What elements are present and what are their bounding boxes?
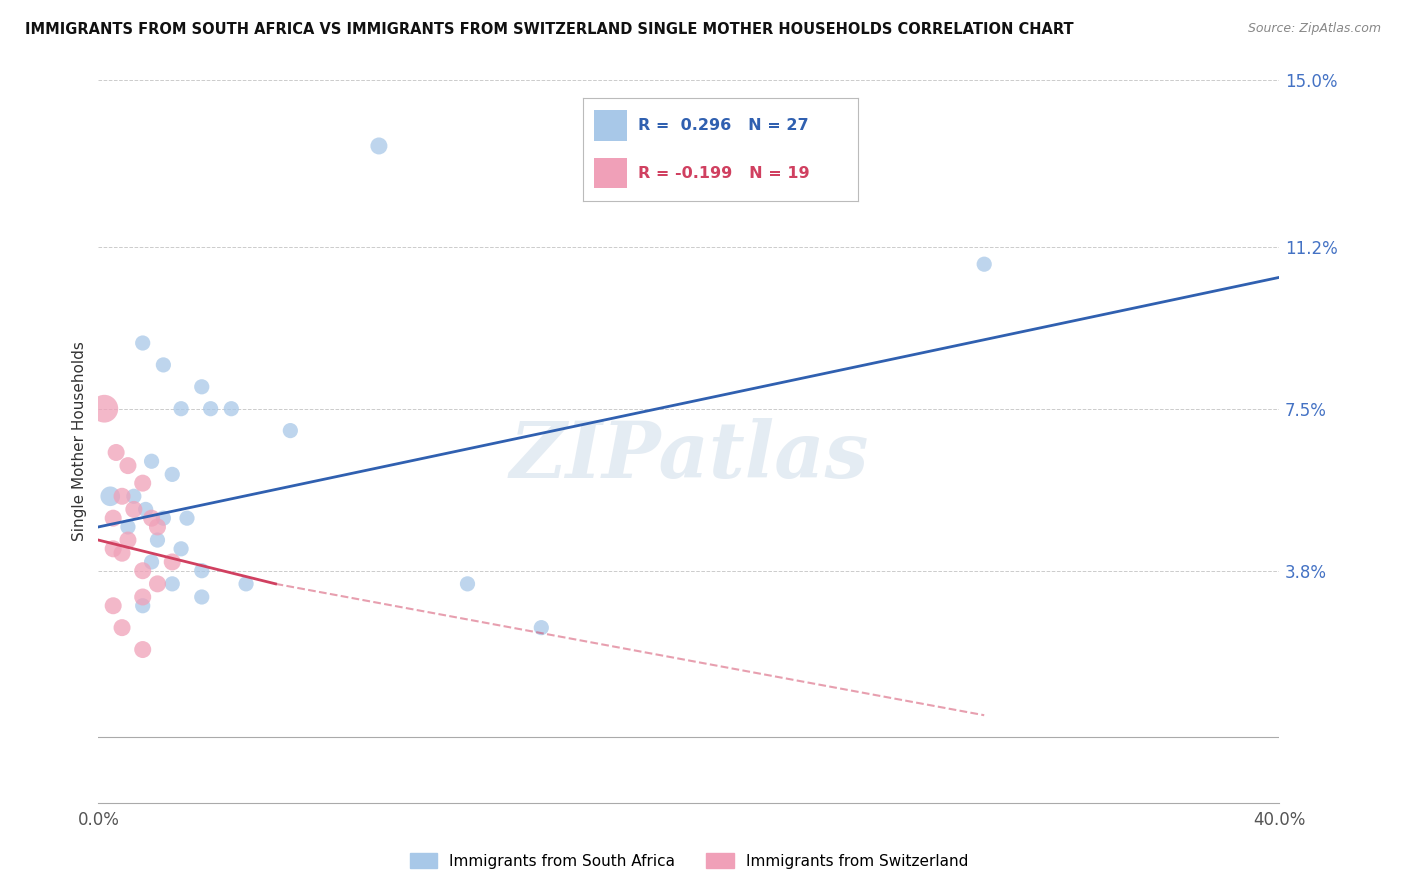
Point — [191, 380, 214, 394]
Point — [162, 555, 183, 569]
Point — [132, 476, 155, 491]
Point — [152, 358, 174, 372]
Point — [93, 401, 115, 416]
Point — [132, 336, 155, 351]
Point — [111, 621, 134, 635]
Point — [152, 511, 174, 525]
Point — [117, 520, 139, 534]
Point — [200, 401, 222, 416]
Point — [141, 454, 163, 468]
Text: R = -0.199   N = 19: R = -0.199 N = 19 — [638, 166, 810, 180]
Point — [117, 458, 139, 473]
Text: IMMIGRANTS FROM SOUTH AFRICA VS IMMIGRANTS FROM SWITZERLAND SINGLE MOTHER HOUSEH: IMMIGRANTS FROM SOUTH AFRICA VS IMMIGRAN… — [25, 22, 1074, 37]
Point — [146, 577, 169, 591]
Point — [176, 511, 198, 525]
Point — [132, 564, 155, 578]
Point — [105, 445, 128, 459]
Point — [146, 520, 169, 534]
Point — [368, 139, 391, 153]
Point — [191, 590, 214, 604]
Point — [122, 489, 145, 503]
Point — [530, 621, 553, 635]
Bar — [595, 111, 627, 141]
Bar — [595, 158, 627, 188]
Point — [170, 401, 193, 416]
Point — [191, 564, 214, 578]
Point — [111, 489, 134, 503]
Point — [141, 555, 163, 569]
Point — [973, 257, 995, 271]
Text: Source: ZipAtlas.com: Source: ZipAtlas.com — [1247, 22, 1381, 36]
Point — [280, 424, 302, 438]
Point — [457, 577, 479, 591]
Point — [98, 489, 121, 503]
Point — [132, 590, 155, 604]
Point — [162, 467, 183, 482]
Point — [111, 546, 134, 560]
Point — [122, 502, 145, 516]
Text: ZIPatlas: ZIPatlas — [509, 417, 869, 494]
Point — [235, 577, 257, 591]
Point — [146, 533, 169, 547]
Point — [162, 577, 183, 591]
Point — [103, 511, 125, 525]
Point — [132, 599, 155, 613]
Point — [221, 401, 243, 416]
Text: R =  0.296   N = 27: R = 0.296 N = 27 — [638, 119, 808, 133]
Point — [103, 541, 125, 556]
Point — [103, 599, 125, 613]
Point — [117, 533, 139, 547]
Legend: Immigrants from South Africa, Immigrants from Switzerland: Immigrants from South Africa, Immigrants… — [404, 847, 974, 875]
Point — [135, 502, 157, 516]
Point — [170, 541, 193, 556]
Point — [132, 642, 155, 657]
Point — [141, 511, 163, 525]
Y-axis label: Single Mother Households: Single Mother Households — [72, 342, 87, 541]
